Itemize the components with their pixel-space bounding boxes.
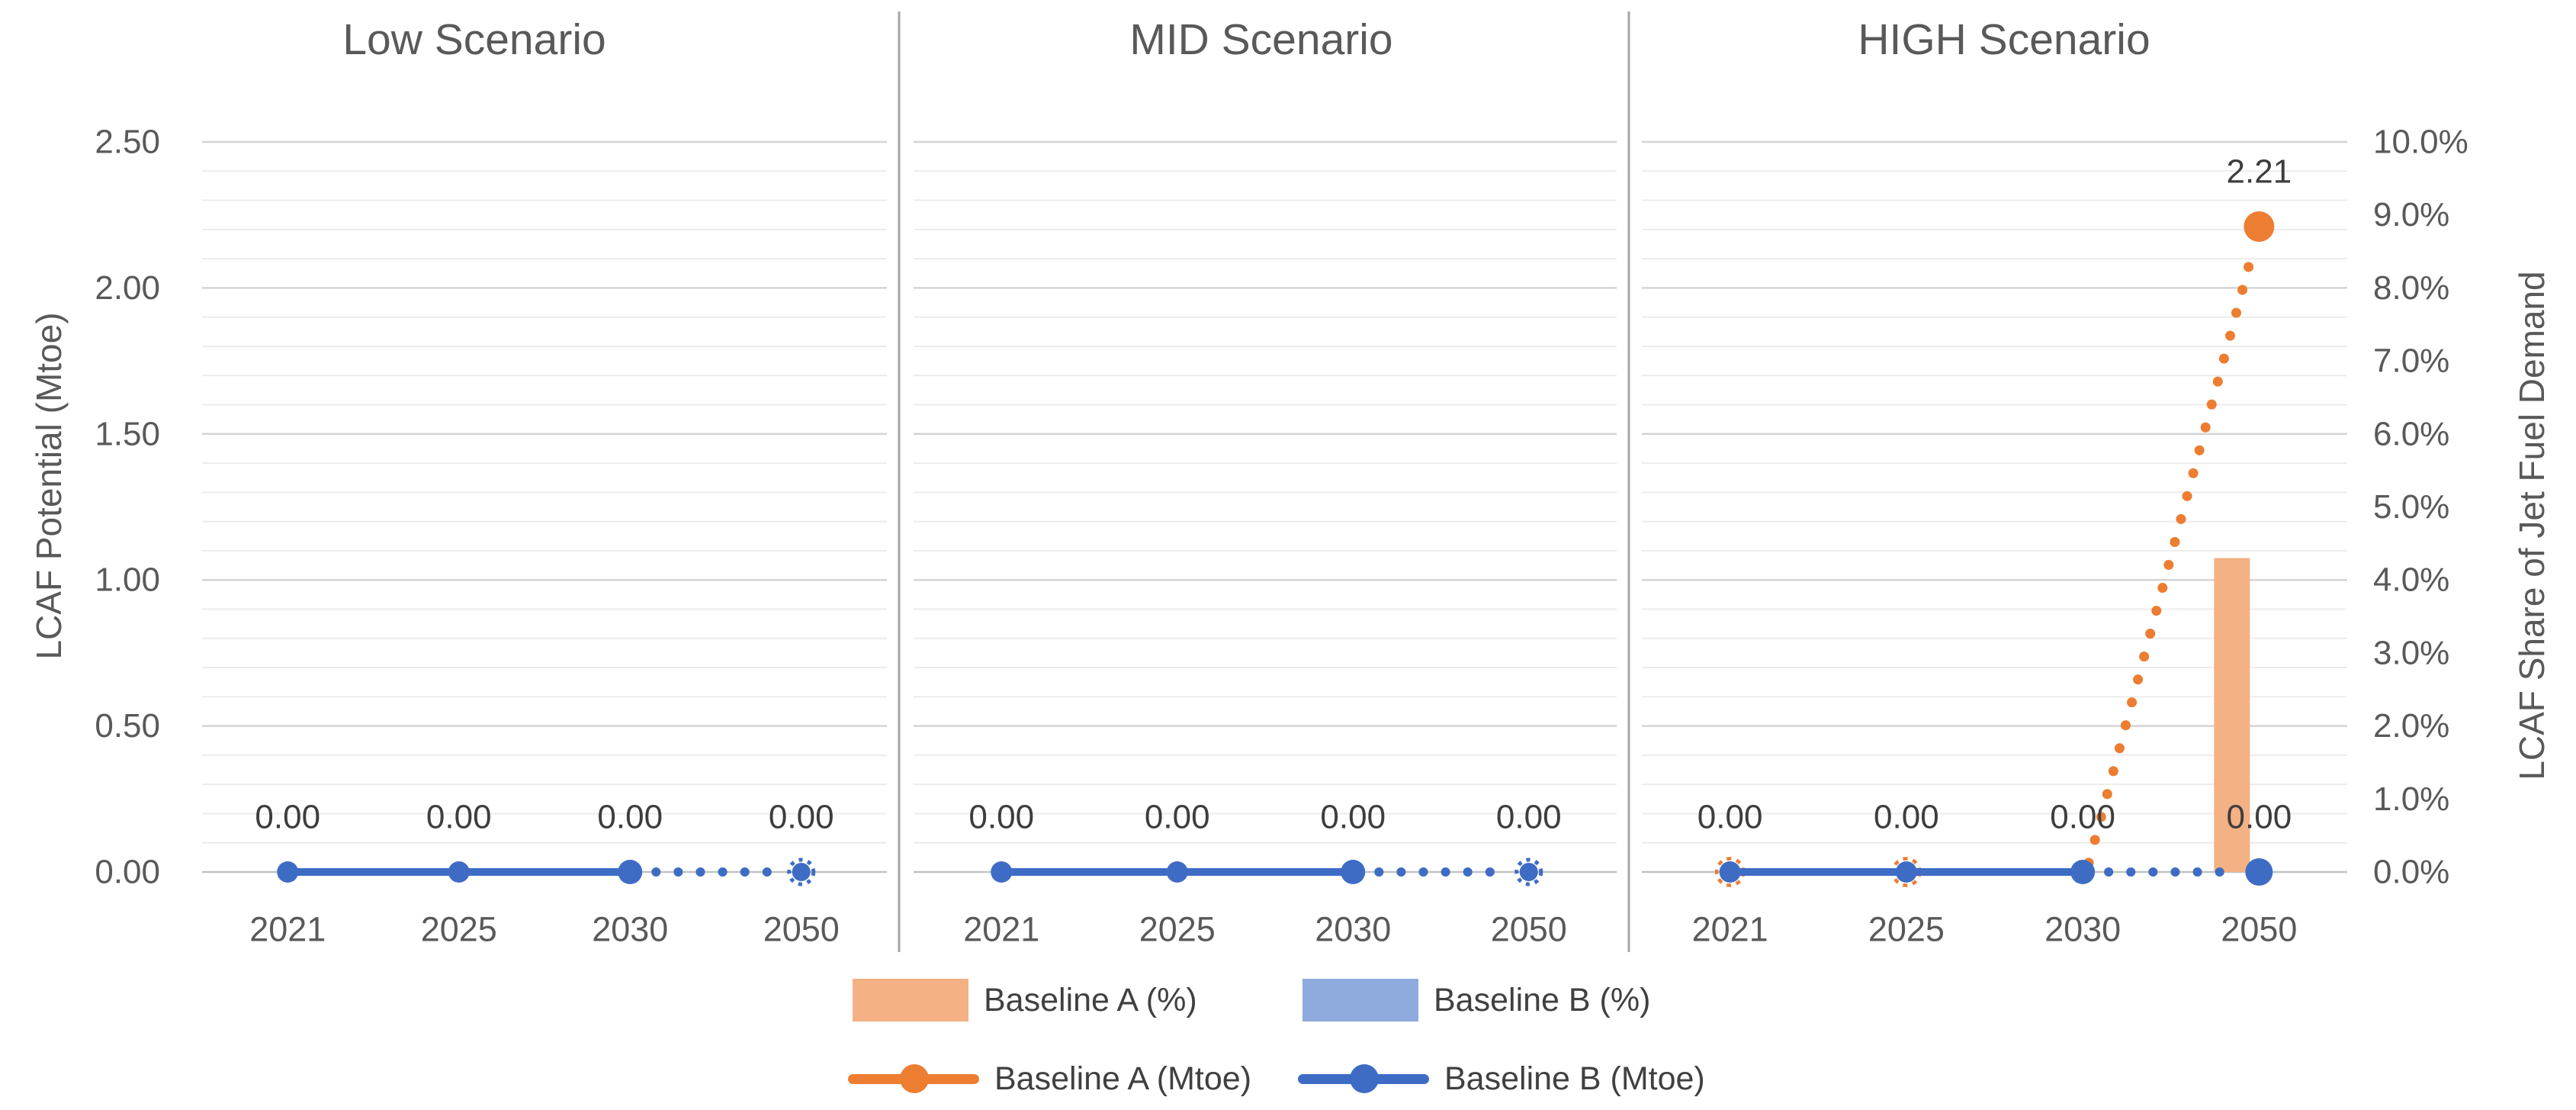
x-tick-2021: 2021: [963, 910, 1039, 949]
right-tick-3.0%: 3.0%: [2373, 634, 2449, 671]
marker-baseline-b-2025: [1166, 861, 1188, 883]
data-label-baseline-b-2021: 0.00: [255, 799, 320, 836]
right-tick-2.0%: 2.0%: [2373, 707, 2449, 745]
x-tick-2025: 2025: [421, 910, 497, 949]
marker-baseline-b-2050: [2245, 858, 2273, 886]
data-label-baseline-b-2050: 0.00: [2227, 799, 2292, 836]
right-tick-5.0%: 5.0%: [2373, 488, 2449, 526]
x-tick-2021: 2021: [1692, 910, 1768, 949]
panel-1-gridlines: [914, 140, 1617, 874]
panel-title-mid-scenario: MID Scenario: [1129, 15, 1393, 64]
data-label-baseline-b-2030: 0.00: [2050, 799, 2115, 836]
legend-item-baseline-b-mtoe: Baseline B (Mtoe): [1298, 1057, 1705, 1100]
data-label-baseline-b-2025: 0.00: [426, 799, 492, 836]
panel-title-low-scenario: Low Scenario: [342, 15, 606, 64]
data-label-baseline-b-2050: 0.00: [769, 799, 834, 836]
legend-label-baseline-b-mtoe: Baseline B (Mtoe): [1444, 1060, 1705, 1097]
right-tick-9.0%: 9.0%: [2373, 196, 2449, 233]
x-tick-2030: 2030: [592, 910, 668, 949]
data-label-baseline-b-2050: 0.00: [1496, 799, 1562, 836]
panel-2: 0.00 0.00 0.00 0.00 2.21 2021 2025 2030 2050: [1642, 140, 2347, 949]
marker-baseline-b-2030: [2070, 860, 2096, 884]
legend-item-baseline-b-pct: Baseline B (%): [1302, 979, 1650, 1022]
legend-item-baseline-a-mtoe: Baseline A (Mtoe): [848, 1057, 1251, 1100]
panel-1-x-axis-labels: 2021 2025 2030 2050: [963, 910, 1567, 949]
data-label-baseline-b-2030: 0.00: [1320, 799, 1386, 836]
left-tick-1.00: 1.00: [95, 561, 160, 599]
bar-baseline-a-pct-2050: [2214, 558, 2250, 872]
panel-1: 0.00 0.00 0.00 0.00 2021 2025 2030 2050: [914, 140, 1617, 949]
left-tick-2.00: 2.00: [95, 269, 160, 307]
data-label-baseline-a-2050: 2.21: [2227, 153, 2292, 191]
panel-0-gridlines: [202, 140, 887, 874]
data-label-baseline-b-2025: 0.00: [1145, 799, 1210, 836]
legend-swatch-baseline-a-mtoe-line: [848, 1057, 979, 1100]
left-tick-0.00: 0.00: [95, 854, 160, 891]
x-tick-2050: 2050: [763, 910, 840, 949]
right-tick-7.0%: 7.0%: [2373, 343, 2449, 380]
data-label-baseline-b-2021: 0.00: [968, 799, 1034, 836]
right-tick-1.0%: 1.0%: [2373, 780, 2449, 818]
marker-baseline-b-2050: [792, 863, 811, 881]
marker-baseline-b-2030: [1341, 860, 1366, 884]
marker-baseline-b-2021: [991, 861, 1013, 883]
marker-baseline-b-2025: [1895, 861, 1917, 883]
panel-1-data-labels: 0.00 0.00 0.00 0.00: [968, 799, 1561, 836]
legend-label-baseline-a-pct: Baseline A (%): [984, 981, 1197, 1018]
marker-baseline-a-2050: [2244, 211, 2275, 243]
right-tick-10.0%: 10.0%: [2373, 124, 2468, 161]
data-label-baseline-b-2025: 0.00: [1874, 799, 1939, 836]
right-axis-tick-labels: 10.0% 9.0% 8.0% 7.0% 6.0% 5.0% 4.0% 3.0% 2.0% 1.0…: [2373, 124, 2468, 891]
x-tick-2021: 2021: [249, 910, 326, 949]
left-axis-tick-labels: 2.50 2.00 1.50 1.00 0.50 0.00: [95, 124, 160, 891]
marker-baseline-b-2021: [277, 861, 299, 883]
panel-title-high-scenario: HIGH Scenario: [1858, 15, 2150, 64]
legend-swatch-baseline-b-mtoe-line: [1298, 1057, 1429, 1100]
x-tick-2030: 2030: [2044, 910, 2121, 949]
x-tick-2025: 2025: [1868, 910, 1945, 949]
left-tick-0.50: 0.50: [95, 707, 160, 745]
panel-2-data-labels: 0.00 0.00 0.00 0.00 2.21: [1698, 153, 2292, 836]
data-label-baseline-b-2021: 0.00: [1698, 799, 1763, 836]
legend-label-baseline-b-pct: Baseline B (%): [1434, 981, 1651, 1018]
data-label-baseline-b-2030: 0.00: [597, 799, 663, 836]
marker-baseline-b-2025: [448, 861, 470, 883]
panel-0: 0.00 0.00 0.00 0.00 2021 2025 2030 2050: [202, 140, 887, 949]
panel-0-x-axis-labels: 2021 2025 2030 2050: [249, 910, 840, 949]
marker-baseline-b-2030: [618, 860, 643, 884]
right-tick-8.0%: 8.0%: [2373, 269, 2449, 307]
legend-label-baseline-a-mtoe: Baseline A (Mtoe): [994, 1060, 1252, 1097]
x-tick-2050: 2050: [2221, 910, 2297, 949]
panel-2-x-axis-labels: 2021 2025 2030 2050: [1692, 910, 2298, 949]
x-tick-2050: 2050: [1491, 910, 1567, 949]
marker-baseline-b-2021: [1719, 861, 1741, 883]
left-tick-1.50: 1.50: [95, 415, 160, 452]
marker-baseline-b-2050: [1519, 863, 1538, 881]
legend-swatch-baseline-b-pct-bar: [1302, 979, 1418, 1022]
right-tick-6.0%: 6.0%: [2373, 415, 2449, 452]
marker-baseline-b-2050-ring: [1514, 857, 1543, 886]
left-tick-2.50: 2.50: [95, 124, 160, 161]
right-tick-4.0%: 4.0%: [2373, 561, 2449, 599]
panel-0-data-labels: 0.00 0.00 0.00 0.00: [255, 799, 834, 836]
x-tick-2030: 2030: [1315, 910, 1391, 949]
legend-swatch-baseline-a-pct-bar: [853, 979, 968, 1022]
right-tick-0.0%: 0.0%: [2373, 854, 2449, 891]
x-tick-2025: 2025: [1139, 910, 1216, 949]
marker-baseline-b-2050-ring: [787, 857, 816, 886]
legend-item-baseline-a-pct: Baseline A (%): [853, 979, 1197, 1022]
